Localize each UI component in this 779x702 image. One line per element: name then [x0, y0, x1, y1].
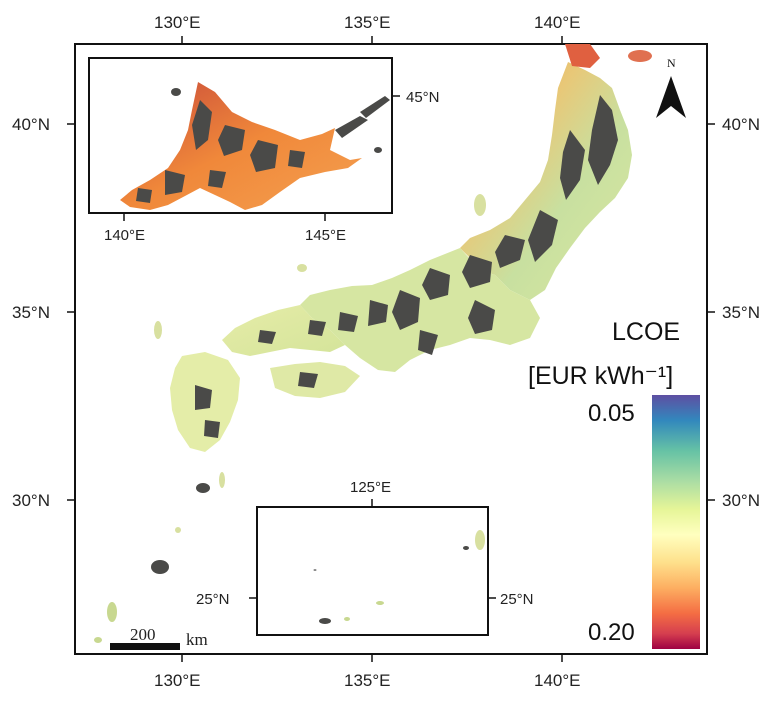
- north-arrow-label: N: [667, 56, 676, 70]
- bottom-lon-tick-130: 130°E: [154, 671, 201, 690]
- yakushima-island: [196, 483, 210, 493]
- bottom-lon-tick-140: 140°E: [534, 671, 581, 690]
- ryukyu-island-3: [319, 618, 331, 624]
- small-island: [94, 637, 102, 643]
- top-lon-tick-135: 135°E: [344, 13, 391, 32]
- legend-title-line1: LCOE: [612, 318, 680, 346]
- oki-island: [297, 264, 307, 272]
- tokara-island: [175, 527, 181, 533]
- scale-bar-unit: km: [186, 630, 208, 649]
- legend-max-label: 0.20: [588, 619, 635, 646]
- hokkaido-lat-tick-45: 45°N: [406, 89, 440, 106]
- sado-island: [474, 194, 486, 216]
- ryukyu-island-1: [475, 530, 485, 550]
- excluded-areas: [195, 95, 618, 438]
- top-lon-tick-140: 140°E: [534, 13, 581, 32]
- main-map-ticks: [67, 36, 715, 662]
- etorofu-island: [360, 96, 390, 118]
- hokkaido-lon-tick-145: 145°E: [305, 227, 346, 244]
- legend-title-line2: [EUR kWh⁻¹]: [528, 362, 673, 390]
- legend-min-label: 0.05: [588, 400, 635, 427]
- kunashiri-island: [335, 116, 368, 138]
- hokkaido-lon-tick-140: 140°E: [104, 227, 145, 244]
- ryukyu-lat-tick-right: 25°N: [500, 591, 534, 608]
- left-lat-tick-30: 30°N: [12, 491, 50, 510]
- scale-bar: 200 km: [110, 625, 208, 650]
- rishiri-island: [171, 88, 181, 96]
- ryukyu-island-2: [463, 546, 469, 550]
- right-lat-tick-30: 30°N: [722, 491, 760, 510]
- okinawa-island: [107, 602, 117, 622]
- ryukyu-lat-tick-left: 25°N: [196, 591, 230, 608]
- ryukyu-island-5: [376, 601, 384, 605]
- hokkaido-inset: 45°N 140°E 145°E: [88, 57, 440, 244]
- shikotan-island: [374, 147, 382, 153]
- scale-bar-value: 200: [130, 625, 156, 644]
- left-lat-tick-35: 35°N: [12, 303, 50, 322]
- amami-island: [151, 560, 169, 574]
- scale-bar-graphic: [110, 643, 180, 650]
- ryukyu-lon-tick-125: 125°E: [350, 479, 391, 496]
- north-arrow: N: [656, 56, 686, 118]
- western-honshu: [222, 305, 345, 356]
- right-lat-tick-40: 40°N: [722, 115, 760, 134]
- ryukyu-island-4: [344, 617, 350, 621]
- bottom-lon-tick-135: 135°E: [344, 671, 391, 690]
- legend-colorbar: [652, 395, 700, 649]
- left-lat-tick-40: 40°N: [12, 115, 50, 134]
- tanegashima-island: [219, 472, 225, 488]
- top-lon-tick-130: 130°E: [154, 13, 201, 32]
- tsushima-island: [154, 321, 162, 339]
- hokkaido-tip: [565, 44, 600, 68]
- ryukyu-inset-frame: [256, 506, 489, 636]
- ryukyu-inset: 125°E 25°N 25°N: [196, 479, 534, 636]
- northern-island: [628, 50, 652, 62]
- ryukyu-island-6: [313, 569, 317, 571]
- lcoe-legend: LCOE [EUR kWh⁻¹] 0.05 0.20: [528, 318, 700, 649]
- right-lat-tick-35: 35°N: [722, 303, 760, 322]
- north-arrow-icon: [656, 76, 686, 118]
